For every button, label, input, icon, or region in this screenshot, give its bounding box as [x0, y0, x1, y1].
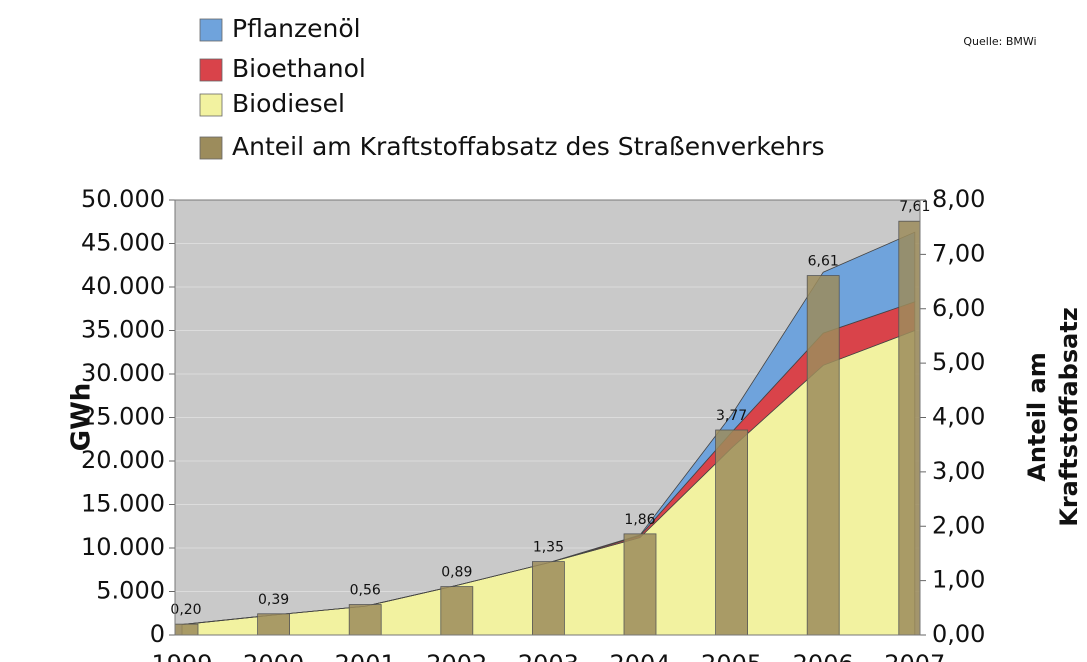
bar: [257, 613, 291, 636]
x-tick-label: 2003: [518, 650, 579, 662]
y2-tick-label: 4,00: [932, 403, 985, 431]
y2-tick-label: 6,00: [932, 294, 985, 322]
legend-swatch: [199, 136, 223, 160]
y2-tick-label: 1,00: [932, 566, 985, 594]
data-label: 1,35: [533, 540, 564, 556]
x-tick-label: 2006: [793, 650, 854, 662]
bar: [175, 623, 199, 636]
bar: [806, 275, 840, 636]
data-label: 0,20: [170, 602, 201, 618]
data-label: 3,77: [716, 408, 747, 424]
data-label: 1,86: [624, 512, 655, 528]
bar: [348, 604, 382, 636]
bar: [898, 220, 920, 636]
source-note: Quelle: BMWi: [963, 35, 1036, 48]
y2-axis-title: Anteil am: [1023, 352, 1051, 481]
bar: [715, 429, 748, 636]
y-tick-label: 5.000: [96, 577, 165, 605]
plot-border: [174, 199, 921, 636]
y2-tick-label: 2,00: [932, 511, 985, 539]
data-label: 6,61: [808, 254, 839, 270]
y-tick-label: 10.000: [81, 533, 165, 561]
y2-tick-label: 5,00: [932, 348, 985, 376]
data-label: 0,39: [258, 592, 289, 608]
y-tick-label: 25.000: [81, 403, 165, 431]
data-label: 0,89: [441, 565, 472, 581]
y-tick-label: 45.000: [81, 229, 165, 257]
y-tick-label: 20.000: [81, 446, 165, 474]
legend-label: Anteil am Kraftstoffabsatz des Straßenve…: [232, 132, 825, 161]
bar: [532, 561, 565, 636]
data-label: 0,56: [350, 583, 381, 599]
y-tick-label: 40.000: [81, 272, 165, 300]
x-tick-label: 2004: [609, 650, 670, 662]
x-tick-label: 2000: [243, 650, 304, 662]
legend-swatch: [199, 93, 223, 117]
legend-label: Biodiesel: [232, 89, 345, 118]
y2-tick-label: 8,00: [932, 185, 985, 213]
y2-axis-title: Kraftstoffabsatz: [1055, 307, 1083, 527]
legend-swatch: [199, 58, 223, 82]
legend-swatch: [199, 18, 223, 42]
y2-tick-label: 0,00: [932, 620, 985, 648]
x-tick-label: 2001: [335, 650, 396, 662]
y-tick-label: 0: [150, 620, 165, 648]
legend-label: Bioethanol: [232, 54, 366, 83]
legend-label: Pflanzenöl: [232, 14, 361, 43]
y2-tick-label: 3,00: [932, 457, 985, 485]
y-tick-label: 50.000: [81, 185, 165, 213]
y-tick-label: 30.000: [81, 359, 165, 387]
x-tick-label: 2007: [884, 650, 945, 662]
x-tick-label: 1999: [151, 650, 212, 662]
x-tick-label: 2005: [701, 650, 762, 662]
y-tick-label: 35.000: [81, 316, 165, 344]
data-label: 7,61: [899, 199, 930, 215]
bar: [440, 586, 474, 636]
bar: [623, 533, 657, 636]
y-axis-title: GWh: [67, 383, 97, 452]
y-tick-label: 15.000: [81, 490, 165, 518]
x-tick-label: 2002: [426, 650, 487, 662]
y2-tick-label: 7,00: [932, 239, 985, 267]
